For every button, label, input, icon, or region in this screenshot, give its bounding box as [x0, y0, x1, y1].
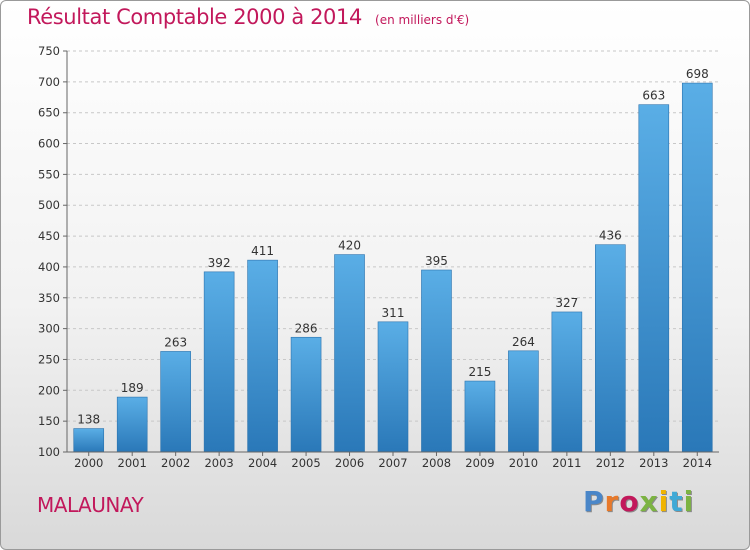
y-tick-label: 150 — [38, 414, 60, 428]
x-tick-label: 2010 — [509, 456, 538, 470]
bar — [290, 336, 322, 453]
bar — [160, 351, 191, 453]
bar — [203, 271, 235, 453]
place-name: MALAUNAY — [37, 493, 144, 517]
bar-value-label: 264 — [512, 335, 535, 349]
bar — [595, 244, 626, 453]
y-tick-label: 500 — [38, 198, 60, 212]
x-tick-label: 2007 — [378, 456, 407, 470]
x-tick-label: 2004 — [248, 456, 277, 470]
x-tick-label: 2014 — [683, 456, 712, 470]
x-tick-label: 2003 — [204, 456, 233, 470]
x-tick-label: 2012 — [596, 456, 625, 470]
bar-value-label: 420 — [338, 239, 361, 253]
y-tick-label: 300 — [38, 322, 60, 336]
bar — [421, 269, 452, 453]
bar — [334, 254, 365, 453]
bar-value-label: 286 — [295, 321, 318, 335]
bar-value-label: 411 — [251, 244, 274, 258]
bar — [247, 259, 278, 453]
bar — [508, 350, 539, 453]
x-tick-label: 2011 — [552, 456, 581, 470]
bar-value-label: 436 — [599, 229, 622, 243]
x-tick-label: 2002 — [161, 456, 190, 470]
chart-title-block: Résultat Comptable 2000 à 2014 (en milli… — [27, 5, 469, 29]
y-tick-label: 750 — [38, 44, 60, 58]
bar — [377, 321, 409, 453]
y-tick-label: 200 — [38, 383, 60, 397]
y-tick-label: 100 — [38, 445, 60, 459]
bar — [116, 396, 148, 453]
x-tick-label: 2009 — [465, 456, 494, 470]
bar — [638, 104, 670, 453]
chart-unit: (en milliers d'€) — [375, 13, 470, 27]
chart-title: Résultat Comptable 2000 à 2014 — [27, 5, 362, 29]
bar-value-label: 215 — [468, 365, 491, 379]
bar-value-label: 189 — [121, 381, 144, 395]
x-tick-label: 2008 — [422, 456, 451, 470]
bar-value-label: 698 — [686, 67, 709, 81]
bar-value-label: 327 — [555, 296, 578, 310]
bar-value-label: 138 — [77, 413, 100, 427]
bar-value-label: 395 — [425, 254, 448, 268]
bar — [73, 428, 105, 453]
x-tick-label: 2001 — [118, 456, 147, 470]
y-tick-label: 350 — [38, 291, 60, 305]
bar — [681, 82, 713, 453]
y-tick-label: 600 — [38, 137, 60, 151]
y-tick-label: 450 — [38, 229, 60, 243]
bar-value-label: 663 — [642, 89, 665, 103]
bar-value-label: 311 — [382, 306, 405, 320]
x-tick-label: 2013 — [639, 456, 668, 470]
y-tick-label: 650 — [38, 106, 60, 120]
x-tick-label: 2000 — [74, 456, 103, 470]
y-tick-label: 550 — [38, 167, 60, 181]
bar — [464, 380, 496, 453]
bar-value-label: 392 — [208, 256, 231, 270]
y-tick-label: 400 — [38, 260, 60, 274]
brand-logo: Proxiti — [583, 485, 695, 518]
y-tick-label: 250 — [38, 352, 60, 366]
bar-value-label: 263 — [164, 335, 187, 349]
y-tick-label: 700 — [38, 75, 60, 89]
x-tick-label: 2006 — [335, 456, 364, 470]
x-tick-label: 2005 — [291, 456, 320, 470]
bar — [551, 311, 583, 453]
